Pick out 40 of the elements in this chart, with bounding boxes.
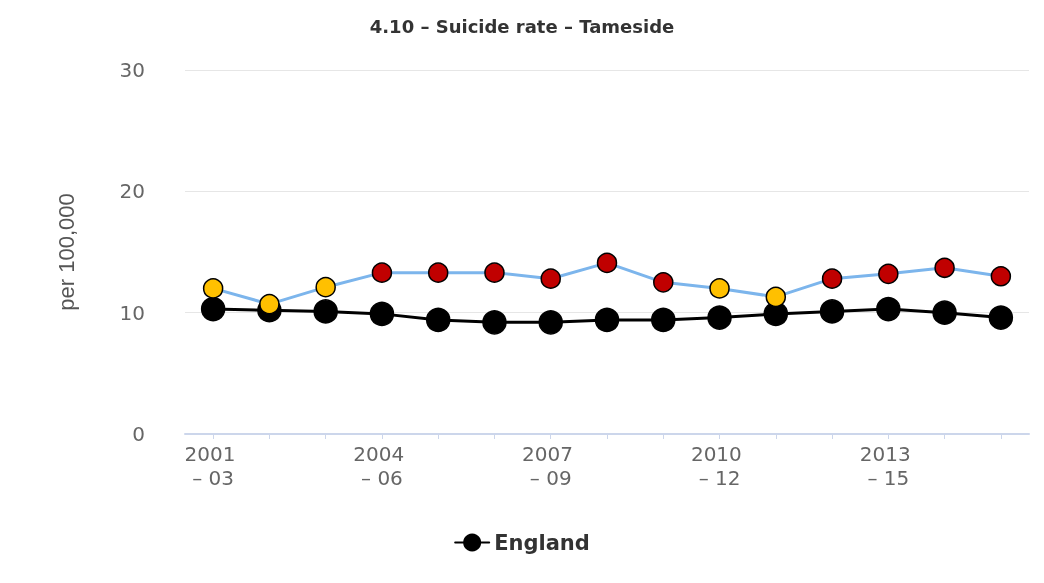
point — [369, 301, 395, 327]
point — [315, 276, 336, 298]
y-tick-label: 10 — [119, 300, 145, 325]
y-tick-label: 30 — [119, 58, 145, 82]
point — [709, 278, 730, 299]
point — [653, 272, 674, 293]
point — [482, 310, 507, 335]
point — [594, 307, 620, 333]
point — [484, 262, 505, 283]
point — [819, 299, 845, 324]
x-tick-label: 2007 – 09 — [522, 442, 580, 490]
point — [651, 307, 676, 333]
y-tick-label: 0 — [132, 422, 145, 446]
point — [313, 299, 338, 324]
x-tick-label: 2010 – 12 — [690, 442, 749, 490]
point — [596, 252, 618, 274]
point — [259, 293, 280, 315]
point — [934, 257, 955, 279]
point — [765, 286, 787, 308]
point — [202, 278, 224, 299]
point — [538, 310, 563, 335]
point — [371, 262, 393, 283]
legend-label: England — [494, 530, 590, 555]
point — [427, 262, 449, 283]
x-tick-label: 2004 – 06 — [353, 442, 411, 490]
point — [540, 268, 561, 289]
point — [200, 296, 226, 322]
point — [990, 266, 1012, 287]
chart-title: 4.10 – Suicide rate – Tameside — [369, 15, 675, 37]
point — [878, 263, 899, 285]
point — [707, 305, 732, 330]
point — [988, 305, 1014, 330]
point — [932, 300, 957, 325]
point — [821, 268, 843, 289]
y-axis-title: per 100,000 — [53, 193, 79, 311]
point — [876, 296, 901, 322]
x-tick-label: 2013 – 15 — [859, 442, 917, 490]
point — [425, 307, 451, 333]
x-tick-label: 2001 – 03 — [184, 442, 242, 490]
y-tick-label: 20 — [119, 179, 145, 204]
